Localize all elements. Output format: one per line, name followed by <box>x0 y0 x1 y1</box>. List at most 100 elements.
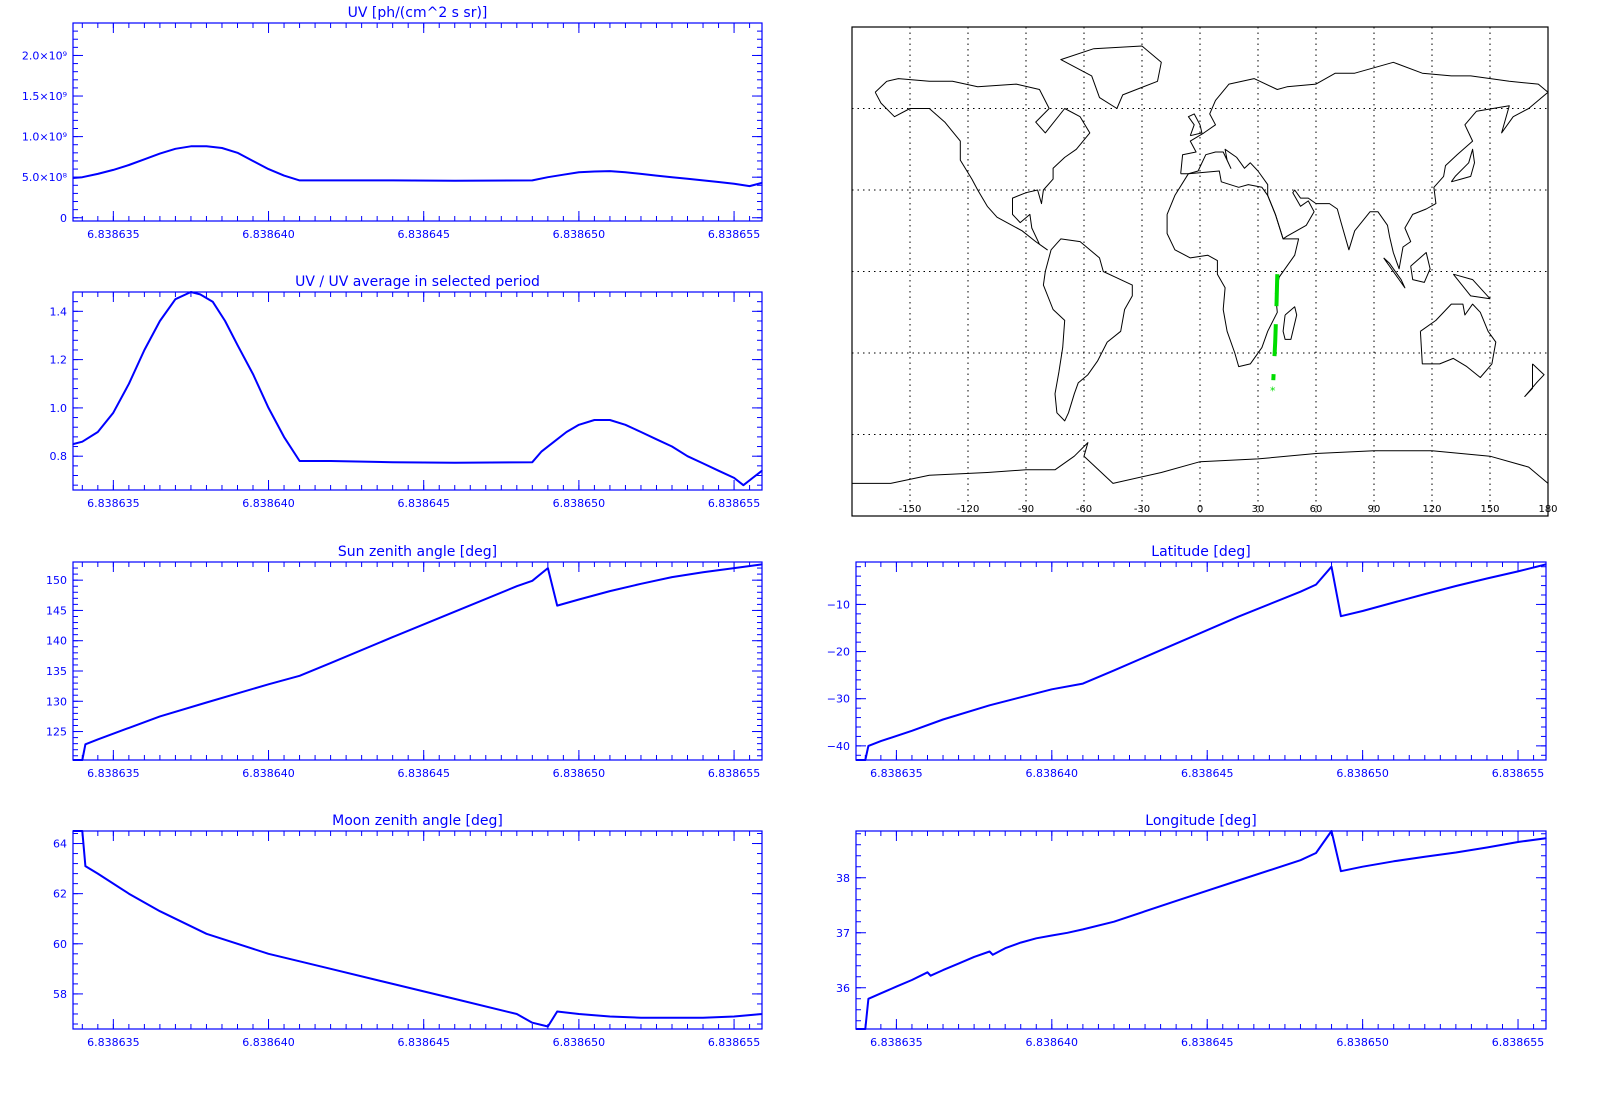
ratio-data-point <box>454 462 456 464</box>
sun-series-line <box>73 563 763 761</box>
uv-data-point <box>267 168 270 170</box>
sun-data-point <box>609 590 611 592</box>
ratio-data-point <box>252 373 254 375</box>
ratio-title: UV / UV average in selected period <box>295 274 540 290</box>
lon-data-point <box>926 971 929 973</box>
lon-data-point <box>1455 851 1457 854</box>
uv-data-point <box>298 179 301 182</box>
moon-data-point <box>298 960 301 962</box>
sun-data-point <box>761 563 763 566</box>
lon-data-point <box>1545 837 1547 839</box>
uv-data-point <box>733 183 735 185</box>
map-lon-label: -150 <box>899 504 922 515</box>
uv-data-point <box>702 179 704 182</box>
x-tick-label: 6.838635 <box>87 1036 140 1049</box>
uv-data-point <box>717 181 720 183</box>
ratio-data-point <box>531 461 533 463</box>
sun-data-point <box>640 583 642 585</box>
moon-data-point <box>702 1017 704 1019</box>
ratio-data-point <box>624 424 627 426</box>
uv-data-point <box>640 173 642 175</box>
y-tick-label: 145 <box>46 604 67 617</box>
sun-data-point <box>454 611 456 613</box>
lat-data-point <box>1315 584 1317 586</box>
uv-data-point <box>72 177 74 179</box>
lat-data-point <box>1330 566 1333 568</box>
x-tick-label: 6.838645 <box>1181 767 1234 780</box>
coastline-new-zealand <box>1524 363 1545 397</box>
y-tick-label: 37 <box>836 927 850 940</box>
lon-data-point <box>1340 870 1342 872</box>
x-tick-label: 6.838640 <box>242 767 295 780</box>
sun-data-point <box>392 636 394 638</box>
lon-chart: Longitude [deg] 6.838635 6.838640 6.838645 6… <box>836 813 1547 1049</box>
sun-data-point <box>267 683 270 685</box>
moon-data-point <box>640 1017 642 1019</box>
ratio-data-point <box>717 470 720 472</box>
sun-data-point <box>84 743 87 745</box>
coastline-british-isles <box>1187 113 1203 137</box>
uv-data-point <box>236 152 239 154</box>
lon-data-point <box>864 1028 866 1030</box>
x-tick-label: 6.838640 <box>1026 1036 1079 1049</box>
lon-data-point <box>1299 859 1302 861</box>
uv-series-line <box>72 145 763 188</box>
moon-data-point <box>578 1013 580 1015</box>
moon-data-point <box>547 1025 549 1028</box>
lat-chart: Latitude [deg] 6.838635 6.838640 6.838645 6.… <box>827 544 1547 780</box>
x-tick-label: 6.838640 <box>242 497 295 510</box>
ratio-data-point <box>609 419 611 421</box>
lon-data-point <box>895 986 898 988</box>
ratio-data-point <box>72 443 74 445</box>
uv-data-point <box>624 171 627 173</box>
lon-data-point <box>1486 846 1488 849</box>
ratio-data-point <box>298 460 301 462</box>
x-tick-label: 6.838650 <box>1336 1036 1389 1049</box>
x-tick-label: 6.838650 <box>1336 767 1389 780</box>
coastline-south-america <box>1042 238 1133 422</box>
coastline-borneo <box>1410 252 1431 283</box>
sun-title: Sun zenith angle [deg] <box>338 544 497 560</box>
uv-data-point <box>252 160 254 162</box>
x-tick-label: 6.838635 <box>870 767 923 780</box>
lat-data-point <box>864 759 866 761</box>
moon-data-point <box>671 1017 673 1019</box>
uv-data-point <box>531 179 533 182</box>
sun-data-point <box>671 576 673 578</box>
x-tick-label: 6.838655 <box>1492 1036 1545 1049</box>
ratio-data-point <box>224 320 226 322</box>
y-tick-label: 135 <box>46 665 67 678</box>
coastline-australia <box>1419 303 1497 378</box>
sun-data-point <box>556 604 558 607</box>
moon-data-point <box>556 1010 558 1013</box>
moon-data-point <box>329 968 332 970</box>
ratio-data-point <box>655 438 658 440</box>
ratio-data-point <box>128 383 130 385</box>
sun-data-point <box>531 580 533 582</box>
sun-data-point <box>298 675 301 677</box>
x-tick-label: 6.838640 <box>242 228 295 241</box>
y-tick-label: 1.0 <box>50 402 68 415</box>
y-tick-label: 1.0×10⁹ <box>22 131 67 144</box>
x-tick-label: 6.838650 <box>553 767 606 780</box>
x-tick-label: 6.838645 <box>1181 1036 1234 1049</box>
uv-data-point <box>578 171 580 173</box>
map-lon-label: 180 <box>1538 504 1557 515</box>
ratio-data-point <box>143 349 145 351</box>
lon-data-point <box>992 954 994 956</box>
moon-series-line <box>73 830 763 1028</box>
lon-data-point <box>1020 942 1022 944</box>
satellite-track <box>1271 274 1280 381</box>
map-lon-label: 0 <box>1197 504 1203 515</box>
sun-data-point <box>516 585 518 587</box>
lon-data-point <box>1004 947 1006 949</box>
sun-data-point <box>205 701 208 704</box>
map-lon-label: 150 <box>1480 504 1499 515</box>
lat-data-point <box>1113 669 1115 672</box>
lon-data-point <box>1330 830 1333 832</box>
sun-chart: Sun zenith angle [deg] 6.838635 6.838640 6.… <box>46 544 763 780</box>
coastline-greenland <box>1060 45 1162 109</box>
map-lon-label: -30 <box>1134 504 1150 515</box>
